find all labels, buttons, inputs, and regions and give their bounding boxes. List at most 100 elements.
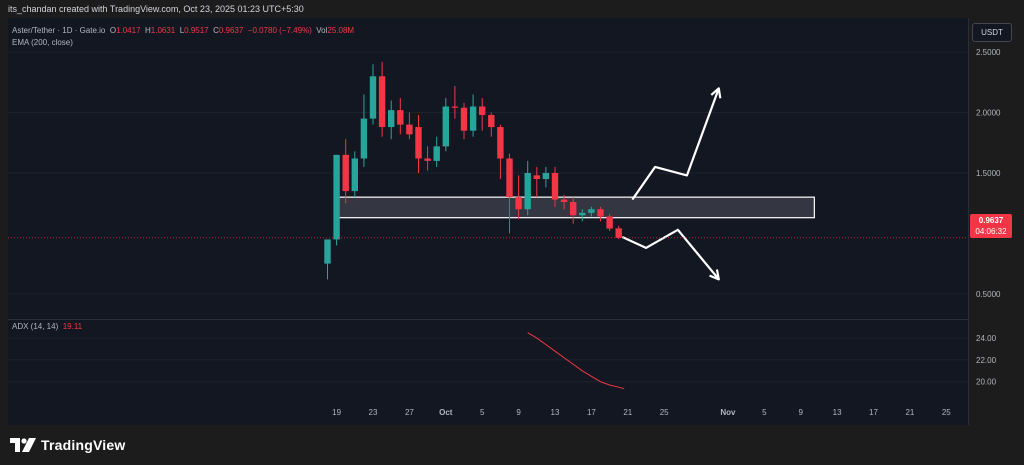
candle-body — [506, 158, 513, 198]
candle-body — [415, 127, 422, 159]
candle-body — [515, 197, 522, 210]
candle-body — [360, 118, 368, 159]
candle-body — [560, 199, 568, 202]
candle-bullish[interactable] — [588, 206, 595, 217]
candle-bearish[interactable] — [488, 112, 495, 137]
candle-bullish[interactable] — [579, 209, 586, 222]
candle-bullish[interactable] — [433, 136, 440, 167]
candle-bearish[interactable] — [378, 61, 386, 137]
volume-label: Vol — [316, 26, 328, 35]
candle-bearish[interactable] — [533, 166, 540, 198]
candle-bearish[interactable] — [415, 114, 422, 173]
symbol-legend[interactable]: Aster/Tether · 1D · Gate.io O1.0417 H1.0… — [12, 26, 354, 35]
current-price-label: 0.9637 — [978, 216, 1004, 225]
candle-bearish[interactable] — [397, 98, 404, 135]
time-tick-label: 19 — [332, 408, 341, 417]
candle-bullish[interactable] — [369, 64, 377, 125]
tradingview-logo[interactable]: TradingView — [10, 436, 125, 454]
time-tick-label: 9 — [798, 408, 803, 417]
volume-value: 25.08M — [327, 26, 355, 35]
candlestick-series[interactable] — [324, 61, 622, 280]
close-value: 0.9637 — [218, 26, 244, 35]
candle-bullish[interactable] — [542, 166, 550, 188]
candle-body — [388, 110, 395, 128]
bar-countdown-label: 04:06:32 — [975, 227, 1007, 236]
candle-body — [333, 154, 340, 240]
candle-body — [451, 106, 459, 108]
candle-bearish[interactable] — [479, 98, 486, 131]
price-axis[interactable]: 2.5000 2.0000 1.5000 0.5000 — [976, 48, 1001, 299]
time-tick-label: 5 — [762, 408, 767, 417]
candle-bullish[interactable] — [351, 151, 358, 198]
adx-tick-label: 22.00 — [976, 356, 997, 365]
adx-indicator-legend[interactable]: ADX (14, 14) 19.11 — [12, 322, 82, 331]
adx-value: 19.11 — [62, 322, 83, 331]
time-tick-label: 27 — [405, 408, 414, 417]
candle-bearish[interactable] — [451, 85, 459, 119]
price-tick-label: 1.5000 — [976, 169, 1001, 178]
high-value: 1.0631 — [150, 26, 176, 35]
candle-body — [615, 228, 622, 238]
time-tick-label: 9 — [516, 408, 521, 417]
bullish-path — [631, 88, 720, 201]
candle-bearish[interactable] — [506, 153, 513, 234]
candle-bearish[interactable] — [342, 139, 349, 204]
close-label: C — [213, 26, 219, 35]
currency-button[interactable]: USDT — [972, 23, 1012, 42]
time-tick-label: 21 — [623, 408, 632, 417]
candle-bearish[interactable] — [515, 175, 522, 219]
candle-body — [606, 216, 613, 229]
candle-bullish[interactable] — [469, 94, 477, 137]
candle-bearish[interactable] — [551, 166, 559, 207]
time-tick-label: Nov — [720, 408, 736, 417]
grid-lines — [8, 18, 969, 425]
current-price-badge: 0.9637 04:06:32 — [970, 214, 1012, 238]
candle-body — [424, 158, 431, 161]
candle-bearish[interactable] — [460, 102, 468, 140]
candle-bearish[interactable] — [606, 214, 613, 231]
candle-bullish[interactable] — [360, 94, 368, 167]
candle-body — [433, 146, 440, 161]
ema-indicator-legend[interactable]: EMA (200, close) — [12, 38, 73, 47]
candle-body — [542, 172, 550, 180]
candle-bearish[interactable] — [597, 206, 604, 222]
candle-body — [579, 212, 586, 216]
chart-background — [8, 18, 968, 425]
time-tick-label: 25 — [660, 408, 669, 417]
candle-bullish[interactable] — [388, 100, 395, 140]
time-tick-label: 17 — [587, 408, 596, 417]
candle-bearish[interactable] — [615, 225, 622, 240]
low-value: 0.9517 — [184, 26, 209, 35]
candle-bullish[interactable] — [442, 98, 449, 152]
candle-bearish[interactable] — [424, 146, 431, 171]
change-value: −0.0780 (−7.49%) — [247, 26, 312, 35]
adx-line — [527, 332, 625, 390]
candle-bearish[interactable] — [570, 197, 577, 224]
bullish-path-arrowhead — [710, 87, 722, 99]
time-axis[interactable]: 19 23 27 Oct 5 9 13 17 21 25 Nov 5 9 13 17 21 25 — [332, 408, 951, 417]
high-label: H — [144, 26, 151, 35]
candle-body — [369, 76, 377, 119]
time-tick-label: 17 — [869, 408, 878, 417]
candle-bullish[interactable] — [524, 160, 531, 216]
candle-bearish[interactable] — [560, 194, 568, 210]
candle-body — [442, 106, 449, 147]
candle-body — [406, 124, 413, 135]
candle-bearish[interactable] — [406, 112, 413, 140]
candle-body — [378, 76, 386, 128]
adx-panel[interactable]: 24.00 22.00 20.00 — [527, 332, 997, 390]
candle-bullish[interactable] — [324, 239, 331, 280]
adx-tick-label: 24.00 — [976, 334, 997, 343]
candle-body — [469, 106, 477, 131]
adx-label: ADX (14, 14) — [12, 322, 59, 331]
candle-bearish[interactable] — [497, 124, 504, 180]
open-value: 1.0417 — [116, 26, 141, 35]
attribution-text: its_chandan created with TradingView.com… — [8, 4, 304, 14]
low-label: L — [179, 26, 185, 35]
candle-body — [479, 106, 486, 115]
candle-body — [524, 172, 531, 210]
candle-bullish[interactable] — [333, 154, 340, 246]
open-label: O — [109, 26, 117, 35]
candle-body — [597, 209, 604, 217]
